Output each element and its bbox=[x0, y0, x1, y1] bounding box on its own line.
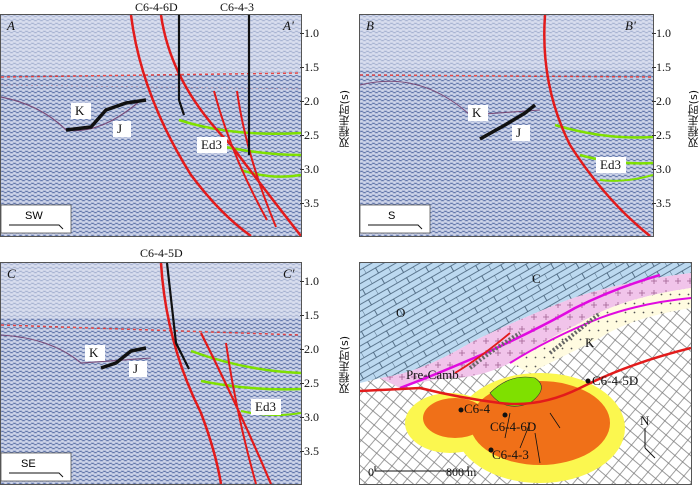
seismic-panel-c: C C' K J Ed3 SE bbox=[0, 262, 302, 485]
fault-line bbox=[225, 342, 257, 484]
well-trajectory bbox=[177, 15, 186, 116]
tick-3-5: 3.5 bbox=[300, 444, 319, 458]
direction-label: S bbox=[388, 210, 396, 222]
unit-label-j: J bbox=[516, 125, 522, 140]
seismic-section-b bbox=[360, 15, 653, 236]
seismic-panel-b: B B' K J Ed3 S bbox=[359, 14, 654, 237]
well-trajectory bbox=[165, 263, 190, 370]
tick-1-5: 1.5 bbox=[300, 308, 319, 322]
unit-label-k: K bbox=[75, 103, 85, 118]
panel-b-left-label: B bbox=[366, 18, 374, 33]
tick-2-0: 2.0 bbox=[300, 342, 319, 356]
panel-c-left-label: C bbox=[7, 266, 16, 281]
k-horizon-line bbox=[65, 98, 147, 132]
time-axis-b: 1.0 1.5 2.0 2.5 3.0 3.5 bbox=[652, 14, 686, 235]
tick-2-0: 2.0 bbox=[652, 94, 671, 108]
panel-c-right-label: C' bbox=[283, 266, 295, 281]
seismic-section-c bbox=[1, 263, 301, 484]
direction-label: SW bbox=[25, 210, 43, 222]
north-arrow: N bbox=[640, 413, 650, 428]
tick-1-0: 1.0 bbox=[300, 26, 319, 40]
map-well-c6-4-3: C6-4-3 bbox=[492, 447, 529, 462]
tick-1-0: 1.0 bbox=[300, 274, 319, 288]
map-label-o: O bbox=[396, 305, 406, 320]
time-axis-title: 双程走时(s) bbox=[687, 90, 700, 149]
scale-end: 800 m bbox=[446, 465, 477, 479]
well-label-c6-4-6d: C6-4-6D bbox=[135, 0, 178, 14]
tick-2-0: 2.0 bbox=[300, 94, 319, 108]
map-label-c: C bbox=[532, 271, 541, 286]
scale-start: 0 bbox=[368, 465, 374, 479]
panel-a-right-label: A' bbox=[283, 18, 294, 33]
direction-label: SE bbox=[21, 458, 36, 470]
tick-3-0: 3.0 bbox=[300, 410, 319, 424]
map-label-pre-camb: Pre-Camb bbox=[406, 367, 459, 382]
seismic-panel-a: A A' K J Ed3 SW bbox=[0, 14, 302, 237]
map-well-c6-4: C6-4 bbox=[464, 401, 490, 416]
tick-3-0: 3.0 bbox=[300, 162, 319, 176]
seismic-section-a bbox=[1, 15, 301, 236]
tick-3-5: 3.5 bbox=[300, 196, 319, 210]
unit-label-ed3: Ed3 bbox=[201, 137, 222, 152]
map-label-k: K bbox=[585, 335, 595, 350]
geologic-map: O C Pre-Camb K C6-4-5D C6-4-6D C6-4-3 C6… bbox=[359, 262, 692, 485]
fault-line bbox=[159, 263, 223, 484]
tick-1-5: 1.5 bbox=[300, 60, 319, 74]
tick-2-5: 2.5 bbox=[300, 376, 319, 390]
fault-line bbox=[236, 90, 277, 228]
unit-label-ed3: Ed3 bbox=[255, 399, 276, 414]
well-label-c6-4-3: C6-4-3 bbox=[220, 0, 254, 14]
time-axis-title: 双程走时(s) bbox=[338, 90, 351, 149]
well-label-c6-4-5d: C6-4-5D bbox=[140, 246, 183, 260]
unit-label-j: J bbox=[133, 361, 139, 376]
map-well-c6-4-6d: C6-4-6D bbox=[490, 419, 537, 434]
time-axis-a: 1.0 1.5 2.0 2.5 3.0 3.5 bbox=[300, 14, 334, 235]
tick-3-0: 3.0 bbox=[652, 162, 671, 176]
k-horizon-line bbox=[479, 103, 537, 141]
tick-2-5: 2.5 bbox=[652, 128, 671, 142]
fault-line bbox=[543, 15, 651, 236]
fault-line bbox=[129, 15, 252, 236]
k-horizon-line bbox=[100, 346, 147, 370]
unit-label-j: J bbox=[117, 121, 123, 136]
tick-3-5: 3.5 bbox=[652, 196, 671, 210]
time-axis-title: 双程走时(s) bbox=[338, 336, 351, 395]
unit-label-ed3: Ed3 bbox=[600, 157, 621, 172]
fault-line bbox=[213, 90, 268, 221]
tick-2-5: 2.5 bbox=[300, 128, 319, 142]
map-well-c6-4-5d: C6-4-5D bbox=[592, 373, 639, 388]
map-drawing bbox=[360, 263, 691, 484]
time-axis-c: 1.0 1.5 2.0 2.5 3.0 3.5 bbox=[300, 262, 334, 483]
panel-a-left-label: A bbox=[7, 18, 15, 33]
unit-label-k: K bbox=[472, 105, 482, 120]
unit-label-k: K bbox=[89, 345, 99, 360]
tick-1-0: 1.0 bbox=[652, 26, 671, 40]
tick-1-5: 1.5 bbox=[652, 60, 671, 74]
panel-b-right-label: B' bbox=[625, 18, 636, 33]
